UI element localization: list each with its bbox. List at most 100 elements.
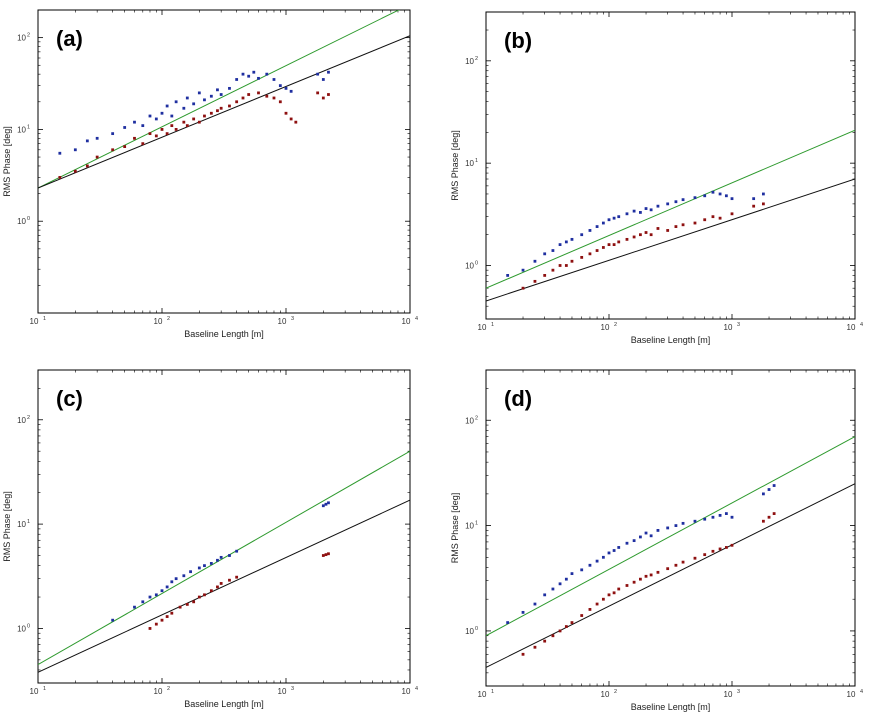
data-point — [632, 539, 636, 543]
data-point — [570, 237, 574, 241]
data-point — [95, 155, 99, 159]
data-point — [170, 124, 174, 128]
data-point — [564, 240, 568, 244]
y-tick-exponent: 0 — [475, 260, 478, 266]
data-point — [644, 531, 648, 535]
data-point — [718, 192, 722, 196]
data-point — [656, 204, 660, 208]
x-tick-label: 10 — [601, 323, 610, 332]
x-tick-exponent: 3 — [291, 316, 294, 322]
y-tick-label: 10 — [465, 159, 474, 168]
data-point — [612, 591, 616, 595]
data-point — [730, 212, 734, 216]
data-point — [203, 114, 206, 118]
y-tick-exponent: 1 — [475, 158, 478, 164]
data-point — [197, 91, 201, 95]
data-point — [506, 621, 510, 624]
data-point — [203, 564, 206, 568]
data-point — [595, 602, 599, 606]
x-tick-label: 10 — [30, 317, 39, 326]
data-point — [638, 577, 642, 581]
data-point — [638, 233, 642, 237]
data-point — [216, 558, 219, 562]
fit-line-2 — [486, 483, 855, 668]
y-tick-label: 10 — [465, 522, 474, 531]
data-point — [703, 194, 707, 198]
data-point — [316, 72, 320, 76]
data-point — [681, 560, 685, 564]
data-point — [165, 104, 169, 108]
data-point — [588, 252, 592, 256]
data-point — [601, 555, 605, 559]
y-tick-label: 10 — [465, 261, 474, 270]
data-point — [772, 484, 776, 487]
data-point — [612, 549, 616, 552]
y-axis-label: RMS Phase [deg] — [450, 493, 460, 564]
data-point — [588, 608, 592, 611]
data-point — [272, 78, 276, 81]
x-tick-label: 10 — [278, 317, 287, 326]
data-point — [170, 580, 174, 584]
data-point — [601, 221, 605, 225]
data-point — [551, 587, 555, 591]
data-point — [203, 593, 206, 597]
data-point — [85, 139, 89, 143]
data-point — [209, 111, 213, 115]
data-point — [644, 574, 648, 578]
data-point — [228, 554, 231, 557]
data-point — [321, 504, 325, 508]
y-tick-label: 10 — [17, 217, 26, 226]
data-point — [656, 529, 660, 532]
data-point — [551, 634, 555, 638]
x-tick-label: 10 — [402, 687, 411, 696]
data-point — [570, 572, 574, 576]
data-point — [752, 204, 756, 208]
data-point — [154, 134, 158, 138]
series-2 — [58, 91, 330, 179]
data-point — [521, 268, 525, 272]
data-point — [558, 582, 562, 586]
x-tick-exponent: 3 — [291, 686, 294, 692]
data-point — [666, 202, 670, 206]
data-point — [558, 243, 562, 247]
data-point — [95, 136, 99, 140]
data-point — [160, 618, 164, 622]
data-point — [543, 639, 547, 643]
data-point — [674, 524, 678, 527]
y-tick-exponent: 2 — [27, 415, 30, 421]
data-point — [644, 231, 648, 234]
fit-line-1 — [38, 450, 410, 666]
data-point — [73, 169, 77, 173]
data-point — [219, 582, 223, 585]
data-point — [607, 243, 611, 247]
data-point — [133, 136, 136, 140]
data-point — [174, 100, 178, 104]
y-tick-label: 10 — [17, 416, 26, 425]
data-point — [570, 259, 574, 263]
data-point — [681, 198, 685, 202]
data-point — [543, 274, 547, 277]
data-point — [327, 501, 330, 505]
x-tick-exponent: 1 — [43, 686, 46, 692]
data-point — [656, 570, 660, 574]
data-point — [595, 225, 599, 228]
y-tick-exponent: 0 — [475, 626, 478, 632]
x-axis-label: Baseline Length [m] — [184, 699, 264, 709]
data-point — [580, 614, 584, 617]
data-point — [85, 164, 89, 168]
fit-line-2 — [38, 499, 410, 673]
data-point — [219, 106, 223, 110]
data-point — [216, 109, 219, 113]
fit-line-2 — [486, 178, 855, 302]
data-point — [192, 117, 196, 121]
y-tick-label: 10 — [465, 57, 474, 66]
data-point — [558, 264, 562, 267]
data-point — [289, 117, 293, 121]
data-point — [133, 120, 136, 124]
data-point — [588, 229, 592, 232]
data-point — [148, 114, 152, 118]
data-point — [154, 593, 158, 597]
data-point — [141, 600, 145, 604]
data-point — [265, 94, 269, 98]
